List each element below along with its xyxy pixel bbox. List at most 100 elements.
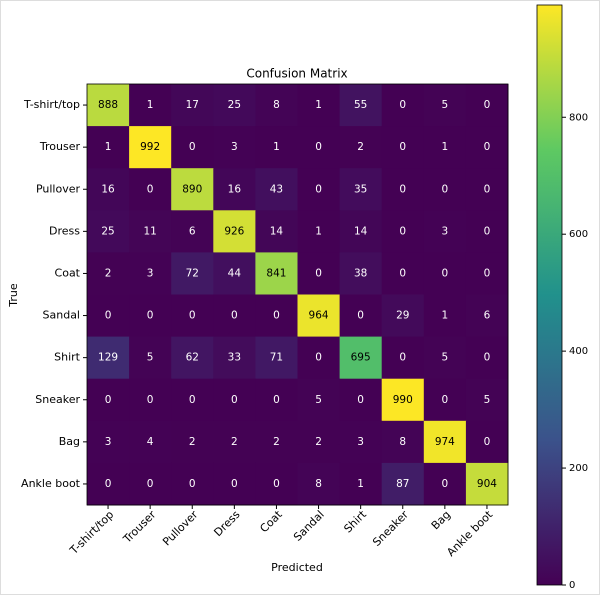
cell-label: 3 — [357, 436, 364, 448]
y-tick-label: Shirt — [54, 351, 81, 364]
heatmap-cell — [171, 210, 214, 253]
colorbar-tick-label: 400 — [569, 346, 588, 357]
cell-label: 3 — [442, 225, 449, 237]
cell-label: 8 — [399, 436, 406, 448]
cell-label: 841 — [266, 267, 286, 279]
cell-label: 990 — [393, 394, 413, 406]
cell-label: 8 — [273, 99, 280, 111]
heatmap-cell — [129, 294, 172, 338]
heatmap-cell — [87, 210, 130, 253]
heatmap-cell — [339, 420, 383, 464]
cell-label: 1 — [442, 310, 449, 322]
cell-label: 0 — [273, 310, 280, 322]
cell-label: 33 — [228, 352, 241, 364]
cell-label: 0 — [147, 183, 154, 195]
heatmap-cell — [381, 126, 425, 169]
heatmap-cell — [423, 294, 467, 338]
heatmap-cell — [423, 462, 467, 506]
cell-label: 0 — [189, 310, 196, 322]
cell-label: 0 — [399, 141, 406, 153]
heatmap-cell — [213, 84, 256, 127]
chart-title: Confusion Matrix — [246, 67, 347, 81]
cell-label: 5 — [315, 394, 322, 406]
cell-label: 695 — [351, 352, 371, 364]
cell-label: 0 — [399, 183, 406, 195]
heatmap-cell — [297, 126, 341, 169]
cell-label: 16 — [228, 183, 242, 195]
heatmap-cell — [255, 210, 298, 253]
cell-label: 0 — [231, 394, 238, 406]
heatmap-cell — [423, 84, 467, 127]
heatmap-cell — [465, 462, 509, 506]
y-tick-label: Sandal — [43, 309, 80, 322]
cell-label: 6 — [484, 310, 491, 322]
heatmap-cell — [339, 336, 383, 380]
cell-label: 0 — [399, 99, 406, 111]
heatmap-cell — [255, 420, 298, 464]
y-tick-label: Bag — [59, 435, 80, 448]
heatmap-cell — [465, 378, 509, 422]
heatmap-cell — [381, 84, 425, 127]
heatmap-cell — [423, 252, 467, 295]
heatmap-cell — [87, 252, 130, 295]
heatmap-cell — [213, 168, 256, 211]
heatmap-cell — [87, 126, 130, 169]
heatmap-cell — [465, 252, 509, 295]
heatmap-cell — [255, 252, 298, 295]
heatmap-cell — [381, 294, 425, 338]
heatmap-cell — [171, 294, 214, 338]
cell-label: 29 — [396, 310, 409, 322]
y-tick-label: Ankle boot — [21, 477, 81, 490]
cell-label: 0 — [105, 310, 112, 322]
cell-label: 0 — [147, 478, 154, 490]
cell-label: 0 — [484, 352, 491, 364]
cell-label: 964 — [309, 310, 329, 322]
heatmap-cell — [87, 336, 130, 380]
cell-label: 11 — [143, 225, 156, 237]
heatmap-cell — [465, 210, 509, 253]
cell-label: 0 — [189, 478, 196, 490]
heatmap-cell — [129, 210, 172, 253]
cell-label: 904 — [477, 478, 497, 490]
cell-label: 5 — [147, 352, 154, 364]
colorbar-tick-label: 200 — [569, 463, 588, 474]
cell-label: 55 — [354, 99, 367, 111]
heatmap-cell — [255, 378, 298, 422]
cell-label: 0 — [315, 267, 322, 279]
cell-label: 2 — [105, 267, 112, 279]
cell-label: 3 — [231, 141, 238, 153]
heatmap-cell — [87, 84, 130, 127]
cell-label: 14 — [270, 225, 284, 237]
heatmap-cell — [129, 168, 172, 211]
heatmap-cell — [213, 210, 256, 253]
cell-label: 1 — [147, 99, 154, 111]
y-tick-label: Pullover — [36, 182, 81, 195]
cell-label: 5 — [484, 394, 491, 406]
cell-label: 0 — [399, 267, 406, 279]
colorbar-tick-label: 600 — [569, 229, 588, 240]
heatmap-cell — [171, 462, 214, 506]
cell-label: 0 — [315, 352, 322, 364]
heatmap-cell — [339, 252, 383, 295]
cell-label: 2 — [357, 141, 364, 153]
heatmap-cell — [381, 252, 425, 295]
y-tick-label: Dress — [49, 224, 80, 237]
cell-label: 5 — [442, 99, 449, 111]
heatmap-cell — [297, 210, 341, 253]
heatmap-cell — [213, 420, 256, 464]
heatmap-cell — [339, 294, 383, 338]
cell-label: 890 — [182, 183, 202, 195]
colorbar — [536, 4, 563, 586]
cell-label: 0 — [189, 141, 196, 153]
heatmap-cell — [423, 210, 467, 253]
heatmap-cell — [255, 462, 298, 506]
heatmap-cell — [465, 84, 509, 127]
cell-label: 0 — [484, 436, 491, 448]
cell-label: 4 — [147, 436, 154, 448]
cell-label: 38 — [354, 267, 367, 279]
cell-label: 0 — [189, 394, 196, 406]
colorbar-tick-label: 0 — [569, 580, 575, 591]
cell-label: 6 — [189, 225, 196, 237]
cell-label: 14 — [354, 225, 368, 237]
